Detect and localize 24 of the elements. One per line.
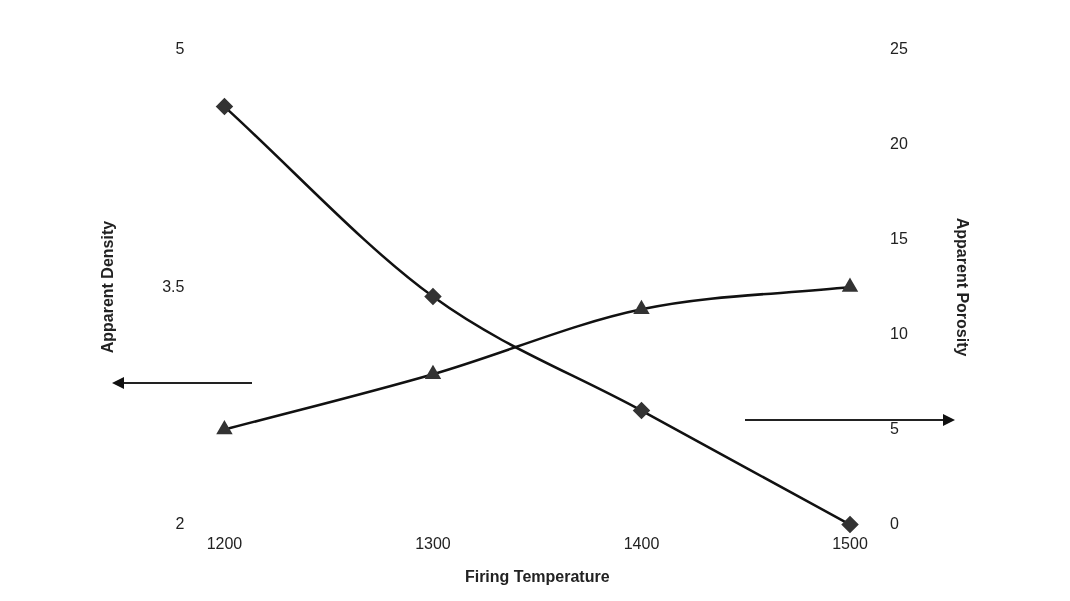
y-tick-label: 2	[175, 515, 185, 533]
point	[425, 365, 441, 379]
y-tick-label: 3.5	[162, 277, 185, 295]
x-tick-label: 1500	[832, 534, 868, 552]
point	[633, 402, 650, 419]
y2-tick-label: 25	[890, 40, 908, 58]
point	[842, 278, 858, 292]
point	[216, 98, 233, 115]
x-tick-label: 1200	[206, 534, 243, 552]
y-tick-label: 5	[175, 40, 185, 58]
y2-tick-label: 15	[890, 230, 908, 248]
x-tick-label: 1400	[623, 534, 660, 552]
y2-tick-label: 20	[890, 135, 908, 153]
x-axis-title: Firing Temperature	[464, 567, 610, 585]
y2-axis-title: Apparent Porosity	[953, 217, 971, 357]
y2-tick-label: 5	[890, 420, 899, 438]
point	[634, 301, 649, 315]
point	[424, 288, 442, 305]
y2-tick-label: 0	[890, 515, 899, 533]
x-tick-label: 1300	[415, 534, 451, 552]
point	[841, 516, 859, 533]
point	[217, 421, 232, 435]
y-axis-title: Apparent Density	[99, 220, 117, 354]
y2-tick-label: 10	[890, 325, 908, 343]
